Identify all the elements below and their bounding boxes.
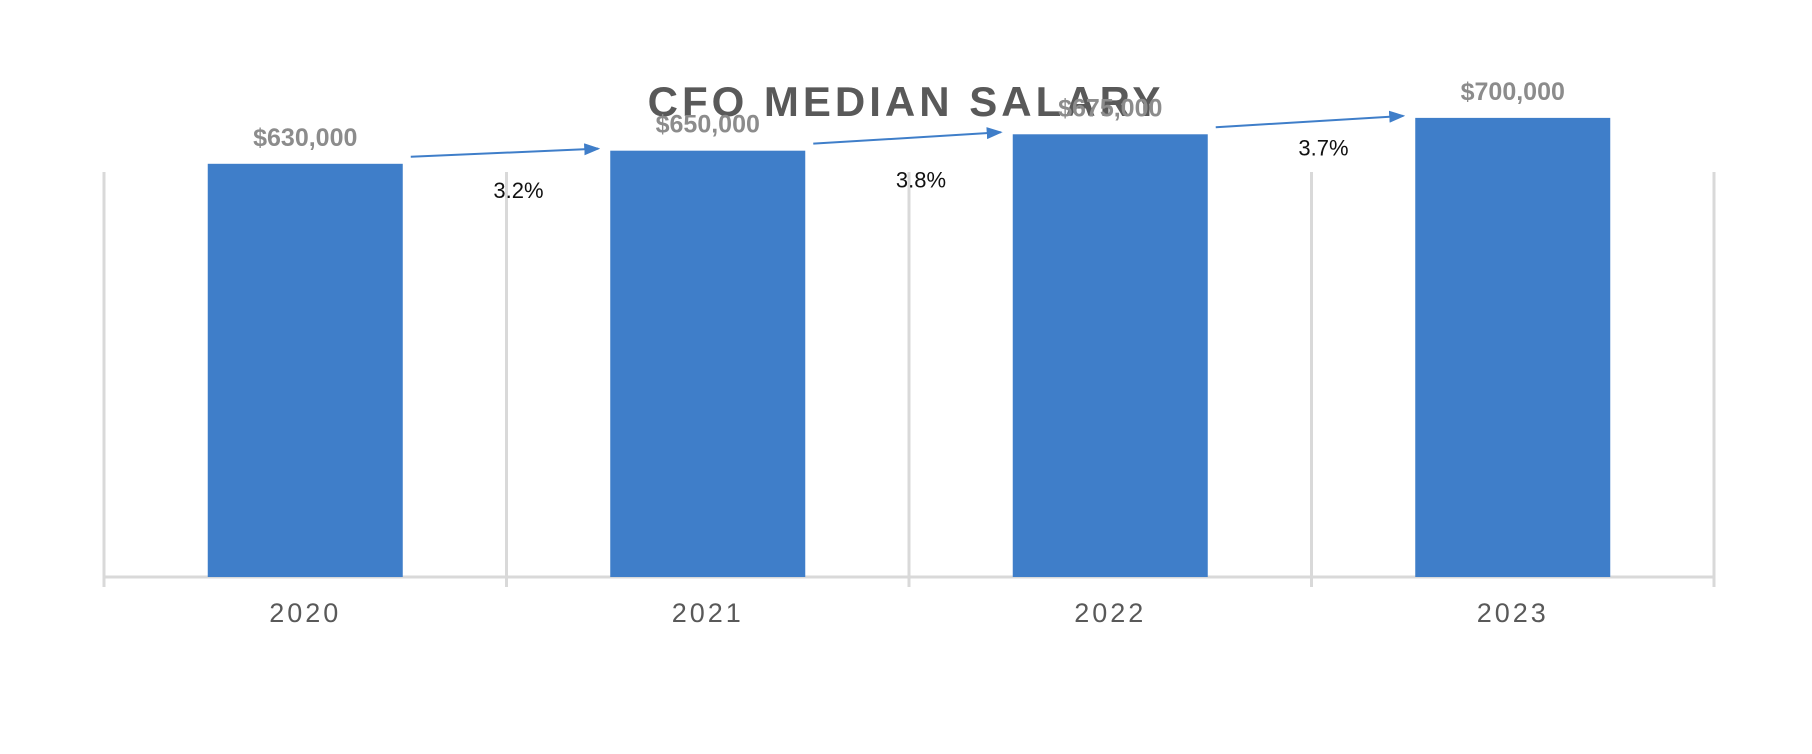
category-label: 2023 <box>1477 598 1549 628</box>
bar-2020 <box>207 163 403 577</box>
growth-label: 3.8% <box>896 168 946 193</box>
bar-2023 <box>1415 117 1611 577</box>
growth-arrow <box>410 143 601 158</box>
category-label: 2022 <box>1074 598 1146 628</box>
growth-arrow <box>813 127 1003 145</box>
category-label: 2021 <box>672 598 744 628</box>
bars <box>207 117 1611 578</box>
growth-arrow <box>1215 110 1406 129</box>
value-label: $650,000 <box>656 111 760 139</box>
value-label: $630,000 <box>253 124 357 152</box>
category-label: 2020 <box>269 598 341 628</box>
growth-label: 3.2% <box>493 178 543 203</box>
value-label: $675,000 <box>1058 94 1162 122</box>
value-label: $700,000 <box>1461 78 1565 106</box>
chart-title: CFO MEDIAN SALARY <box>647 78 1165 125</box>
growth-label: 3.7% <box>1298 135 1348 160</box>
bar-2022 <box>1012 134 1208 578</box>
labels: $630,000 2020 $650,000 2021 $675,000 2022 $700… <box>253 78 1565 628</box>
bar-2021 <box>610 150 806 577</box>
